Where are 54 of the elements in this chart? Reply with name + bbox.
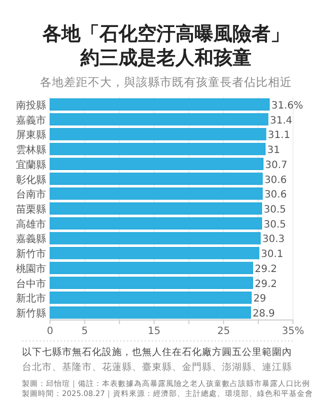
bar — [50, 128, 266, 140]
bar — [50, 217, 262, 230]
bar — [50, 113, 268, 126]
y-tick-label: 台中市 — [16, 278, 46, 290]
data-label: 28.9 — [252, 308, 275, 320]
chart-subtitle: 各地差距不大，與該縣市既有孩童長者佔比相近 — [40, 75, 292, 89]
data-label: 31.6% — [271, 100, 304, 112]
bar — [50, 158, 264, 170]
data-label: 30.6 — [264, 190, 287, 201]
data-label: 30.3 — [262, 234, 285, 246]
bar — [50, 276, 254, 289]
data-label: 31 — [267, 145, 280, 156]
data-label: 30.5 — [264, 204, 286, 216]
data-label: 30.6 — [264, 174, 287, 186]
bar — [50, 142, 266, 156]
text: 以下七縣市無石化設施，也無人住在石化廠方圓五公里範圍內 — [22, 346, 292, 358]
data-label: 29.2 — [254, 264, 277, 275]
x-tick-label: 5 — [82, 326, 88, 337]
y-tick-label: 高雄市 — [16, 218, 46, 230]
bar — [50, 98, 270, 111]
data-label: 31.4 — [270, 115, 292, 126]
y-tick-label: 新竹縣 — [16, 308, 46, 320]
y-tick-label: 新北市 — [16, 292, 46, 305]
y-tick-label: 新竹市 — [16, 248, 46, 260]
data-label: 31.1 — [268, 130, 290, 142]
data-label: 29 — [253, 294, 266, 305]
y-tick-label: 雲林縣 — [16, 144, 46, 156]
x-tick-label: 0 — [46, 326, 54, 337]
x-tick-label: 25 — [217, 326, 230, 337]
x-tick-label: 35% — [282, 326, 304, 337]
text: 台北市、基隆市、花蓮縣、臺東縣、金門縣、澎湖縣、連江縣 — [22, 361, 292, 373]
y-tick-label: 台南市 — [16, 188, 46, 201]
y-tick-label: 桃園市 — [16, 262, 46, 275]
data-label: 30.1 — [260, 249, 284, 260]
bar — [50, 202, 262, 215]
x-tick-label: 15 — [148, 326, 161, 337]
data-label: 30.5 — [264, 219, 286, 230]
bar — [50, 188, 263, 200]
bar — [50, 306, 251, 319]
bar — [50, 292, 252, 304]
bar — [50, 232, 261, 244]
data-label: 30.7 — [265, 160, 288, 171]
bar — [50, 262, 254, 274]
y-tick-label: 宜蘭縣 — [16, 158, 46, 171]
y-tick-label: 南投縣 — [16, 99, 46, 112]
bar — [50, 247, 260, 260]
y-tick-label: 嘉義市 — [16, 114, 46, 126]
y-tick-label: 苗栗縣 — [16, 204, 46, 216]
chart-title: 各地「石化空汙高曝風險者」約三成是老人和孩童 — [42, 23, 290, 69]
bar — [50, 172, 263, 185]
y-tick-label: 屏東縣 — [16, 129, 46, 142]
y-tick-label: 嘉義縣 — [16, 233, 46, 246]
y-tick-label: 彰化縣 — [16, 174, 46, 186]
data-label: 29.2 — [254, 278, 277, 290]
